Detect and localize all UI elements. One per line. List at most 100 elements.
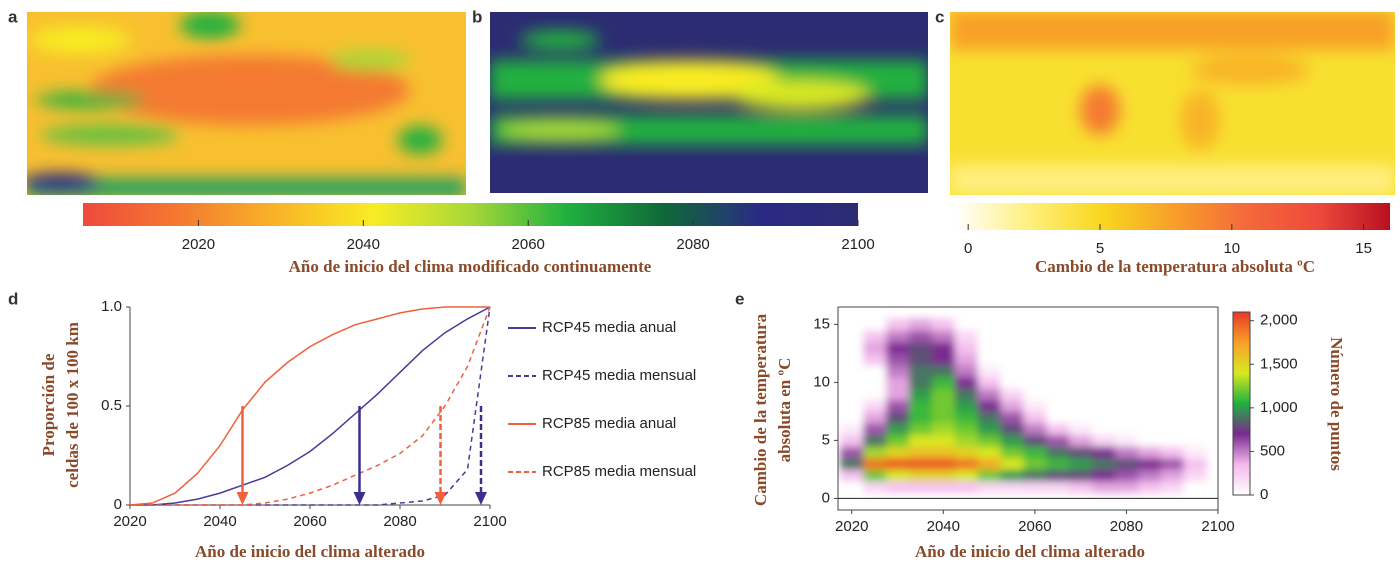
density-cell: [1023, 434, 1047, 447]
density-cell: [1092, 481, 1116, 494]
density-cell: [886, 434, 910, 447]
density-cell: [1092, 353, 1116, 366]
density-cell: [863, 481, 887, 494]
tick-label: 2020: [182, 236, 215, 253]
density-cell: [1160, 330, 1185, 343]
density-cell: [1137, 481, 1162, 494]
density-cell: [1114, 457, 1139, 470]
density-cell: [1046, 469, 1070, 482]
colorbar-label: Número de puntos: [1327, 337, 1346, 471]
density-cell: [840, 434, 864, 447]
density-cell: [954, 457, 979, 470]
density-cell: [908, 353, 933, 366]
density-cell: [840, 446, 864, 459]
density-cell: [886, 318, 910, 331]
plot-frame: [837, 306, 1219, 511]
density-cell: [1114, 330, 1139, 343]
density-cell: [1183, 388, 1208, 401]
density-cell: [1160, 376, 1185, 389]
density-cell: [977, 446, 1002, 459]
density-cell: [1000, 423, 1024, 436]
density-cell: [977, 399, 1002, 412]
density-cell: [886, 365, 910, 378]
density-cell: [1023, 457, 1047, 470]
density-cell: [1137, 399, 1162, 412]
density-cell: [1160, 457, 1185, 470]
series-line: [129, 306, 490, 506]
density-cell: [1000, 457, 1024, 470]
density-cell: [1160, 423, 1185, 436]
y-tick-label: 0.5: [101, 397, 122, 414]
panel-label: a: [8, 7, 18, 26]
density-cell: [1137, 365, 1162, 378]
density-cell: [954, 376, 979, 389]
density-cell: [1023, 399, 1047, 412]
density-cell: [1183, 330, 1208, 343]
density-cell: [1160, 341, 1185, 354]
density-cell: [1092, 388, 1116, 401]
tick-label: 15: [1355, 240, 1372, 257]
density-cell: [1114, 423, 1139, 436]
density-cell: [863, 365, 887, 378]
density-cell: [1023, 353, 1047, 366]
series-line: [130, 306, 491, 506]
y-tick-label: 0: [114, 496, 122, 513]
density-cell: [1000, 399, 1024, 412]
density-cell: [908, 457, 933, 470]
density-cell: [977, 434, 1002, 447]
density-cell: [1000, 388, 1024, 401]
density-cell: [1046, 411, 1070, 424]
density-cell: [954, 365, 979, 378]
y-tick-label: 0: [822, 489, 830, 506]
density-cell: [840, 353, 864, 366]
tick-label: 2060: [512, 236, 545, 253]
x-tick-label: 2080: [1110, 518, 1143, 535]
map-a: [27, 12, 466, 195]
density-cell: [977, 376, 1002, 389]
density-cell: [977, 330, 1002, 343]
density-cell: [931, 318, 956, 331]
density-cell: [1183, 434, 1208, 447]
density-cell: [863, 434, 887, 447]
density-cell: [977, 411, 1002, 424]
density-cell: [1137, 330, 1162, 343]
density-cell: [954, 318, 979, 331]
density-cell: [954, 469, 979, 482]
density-cell: [954, 341, 979, 354]
density-cell: [1160, 434, 1185, 447]
density-cell: [886, 469, 910, 482]
density-cell: [863, 376, 887, 389]
density-cell: [1114, 399, 1139, 412]
arrow-head: [434, 492, 447, 505]
density-cell: [931, 341, 956, 354]
density-cell: [1114, 388, 1139, 401]
density-cell: [1069, 376, 1093, 389]
density-cell: [977, 481, 1002, 494]
density-cell: [931, 423, 956, 436]
density-cell: [1092, 469, 1116, 482]
colorbar-tick-label: 2,000: [1260, 312, 1298, 329]
density-cell: [954, 388, 979, 401]
density-cell: [886, 423, 910, 436]
density-cell: [1000, 353, 1024, 366]
density-cell: [931, 457, 956, 470]
density-cell: [1069, 446, 1093, 459]
density-cell: [1069, 457, 1093, 470]
density-cell: [1114, 481, 1139, 494]
density-cell: [1000, 446, 1024, 459]
density-cell: [977, 469, 1002, 482]
density-cell: [1183, 457, 1208, 470]
density-cell: [886, 446, 910, 459]
density-cell: [1160, 469, 1185, 482]
density-cell: [1092, 446, 1116, 459]
density-cell: [1069, 388, 1093, 401]
density-cell: [1023, 330, 1047, 343]
density-cell: [1114, 376, 1139, 389]
density-cell: [1183, 469, 1208, 482]
density-cell: [931, 388, 956, 401]
density-cell: [1114, 353, 1139, 366]
density-cell: [886, 411, 910, 424]
density-cell: [1183, 365, 1208, 378]
density-cell: [886, 399, 910, 412]
density-cell: [840, 365, 864, 378]
